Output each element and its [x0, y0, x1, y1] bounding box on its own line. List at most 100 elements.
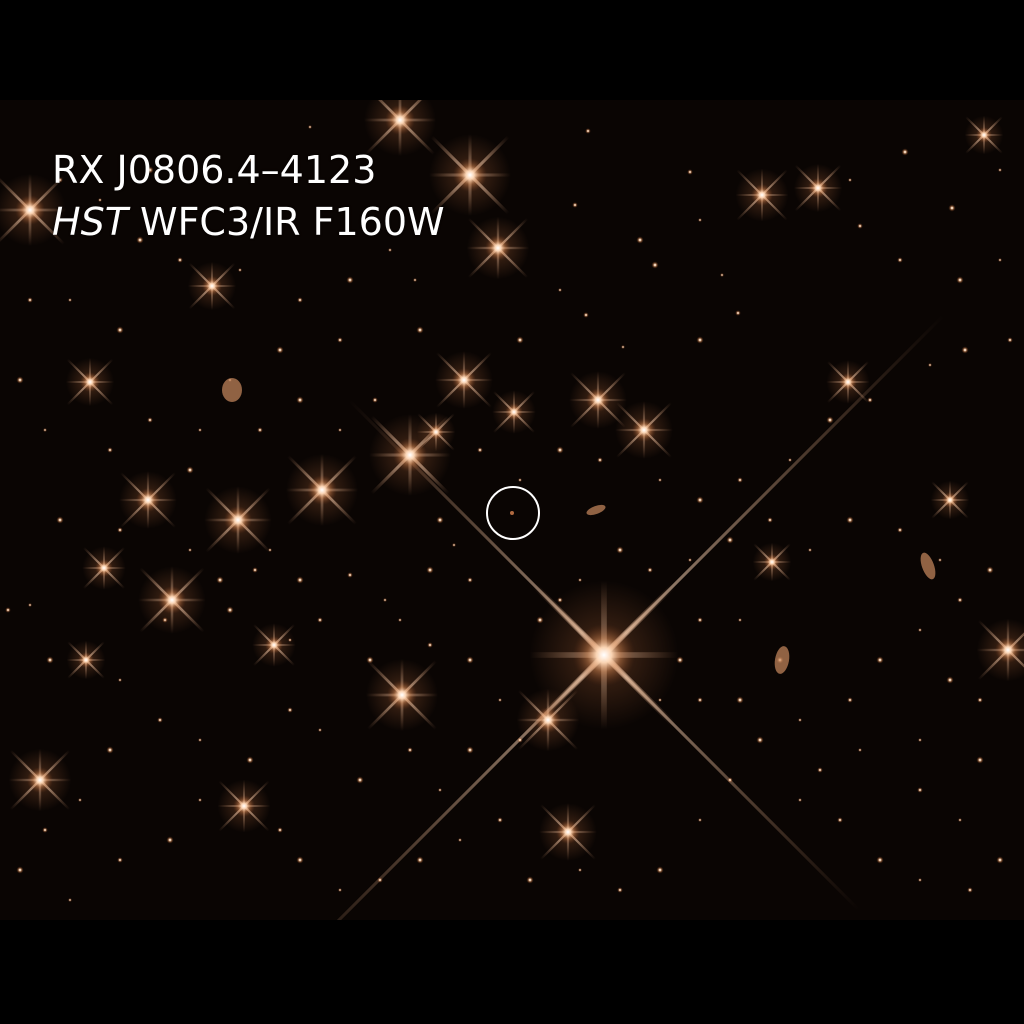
faint-star	[166, 836, 174, 844]
faint-star	[388, 248, 392, 252]
faint-star	[287, 707, 293, 713]
faint-star	[585, 128, 591, 134]
faint-star	[436, 516, 444, 524]
faint-star	[198, 738, 202, 742]
faint-star	[297, 297, 303, 303]
faint-star	[928, 363, 932, 367]
faint-star	[338, 888, 342, 892]
faint-star	[383, 598, 387, 602]
faint-star	[756, 736, 764, 744]
star	[976, 618, 1024, 682]
faint-star	[106, 746, 114, 754]
faint-star	[583, 312, 589, 318]
faint-star	[735, 310, 741, 316]
galaxy	[774, 646, 790, 674]
faint-star	[467, 577, 473, 583]
star	[930, 480, 970, 520]
faint-star	[727, 777, 733, 783]
faint-star	[736, 696, 744, 704]
faint-star	[107, 447, 113, 453]
faint-star	[578, 578, 582, 582]
faint-star	[848, 178, 852, 182]
star	[66, 358, 114, 406]
faint-star	[257, 427, 263, 433]
star	[429, 134, 511, 216]
faint-star	[117, 527, 123, 533]
caption-telescope: HST	[52, 200, 128, 244]
faint-star	[977, 697, 983, 703]
faint-star	[517, 737, 523, 743]
star	[416, 412, 456, 452]
faint-star	[808, 548, 812, 552]
faint-star	[516, 336, 524, 344]
target-circle-marker	[486, 486, 540, 540]
faint-star	[347, 572, 353, 578]
faint-star	[356, 776, 364, 784]
faint-star	[957, 597, 963, 603]
faint-star	[901, 148, 909, 156]
faint-star	[427, 642, 433, 648]
faint-star	[466, 746, 474, 754]
faint-star	[216, 576, 224, 584]
faint-star	[798, 718, 802, 722]
faint-star	[837, 817, 843, 823]
faint-star	[647, 567, 653, 573]
faint-star	[720, 273, 724, 277]
faint-star	[43, 428, 47, 432]
faint-star	[687, 169, 693, 175]
faint-star	[616, 546, 624, 554]
faint-star	[136, 236, 144, 244]
star	[204, 486, 272, 554]
star	[366, 659, 438, 731]
faint-star	[976, 756, 984, 764]
galaxy	[222, 378, 242, 402]
star	[66, 640, 106, 680]
faint-star	[998, 168, 1002, 172]
star	[964, 115, 1004, 155]
star	[435, 351, 493, 409]
star	[252, 623, 296, 667]
faint-star	[858, 748, 862, 752]
faint-star	[117, 857, 123, 863]
faint-star	[146, 166, 154, 174]
faint-star	[726, 536, 734, 544]
faint-star	[651, 261, 659, 269]
faint-star	[238, 268, 242, 272]
faint-star	[621, 345, 625, 349]
star	[364, 100, 436, 156]
faint-star	[68, 898, 72, 902]
faint-star	[996, 856, 1004, 864]
faint-star	[186, 466, 194, 474]
faint-star	[28, 603, 32, 607]
star	[138, 566, 206, 634]
star	[529, 580, 679, 730]
faint-star	[847, 697, 853, 703]
faint-star	[416, 326, 424, 334]
faint-star	[737, 477, 743, 483]
faint-star	[466, 656, 474, 664]
faint-star	[377, 877, 383, 883]
faint-star	[497, 817, 503, 823]
star	[735, 168, 789, 222]
faint-star	[198, 428, 202, 432]
star	[794, 164, 842, 212]
faint-star	[78, 798, 82, 802]
galaxy	[920, 552, 936, 580]
faint-star	[558, 288, 562, 292]
star	[119, 471, 177, 529]
faint-star	[697, 697, 703, 703]
faint-star	[658, 478, 662, 482]
faint-star	[407, 747, 413, 753]
faint-star	[16, 866, 24, 874]
faint-star	[956, 276, 964, 284]
faint-star	[246, 756, 254, 764]
caption-instrument: HST WFC3/IR F160W	[52, 200, 445, 244]
faint-star	[696, 496, 704, 504]
star	[217, 779, 271, 833]
faint-star	[157, 717, 163, 723]
faint-star	[556, 446, 564, 454]
star	[82, 546, 126, 590]
faint-star	[98, 198, 102, 202]
galaxy	[586, 504, 606, 516]
